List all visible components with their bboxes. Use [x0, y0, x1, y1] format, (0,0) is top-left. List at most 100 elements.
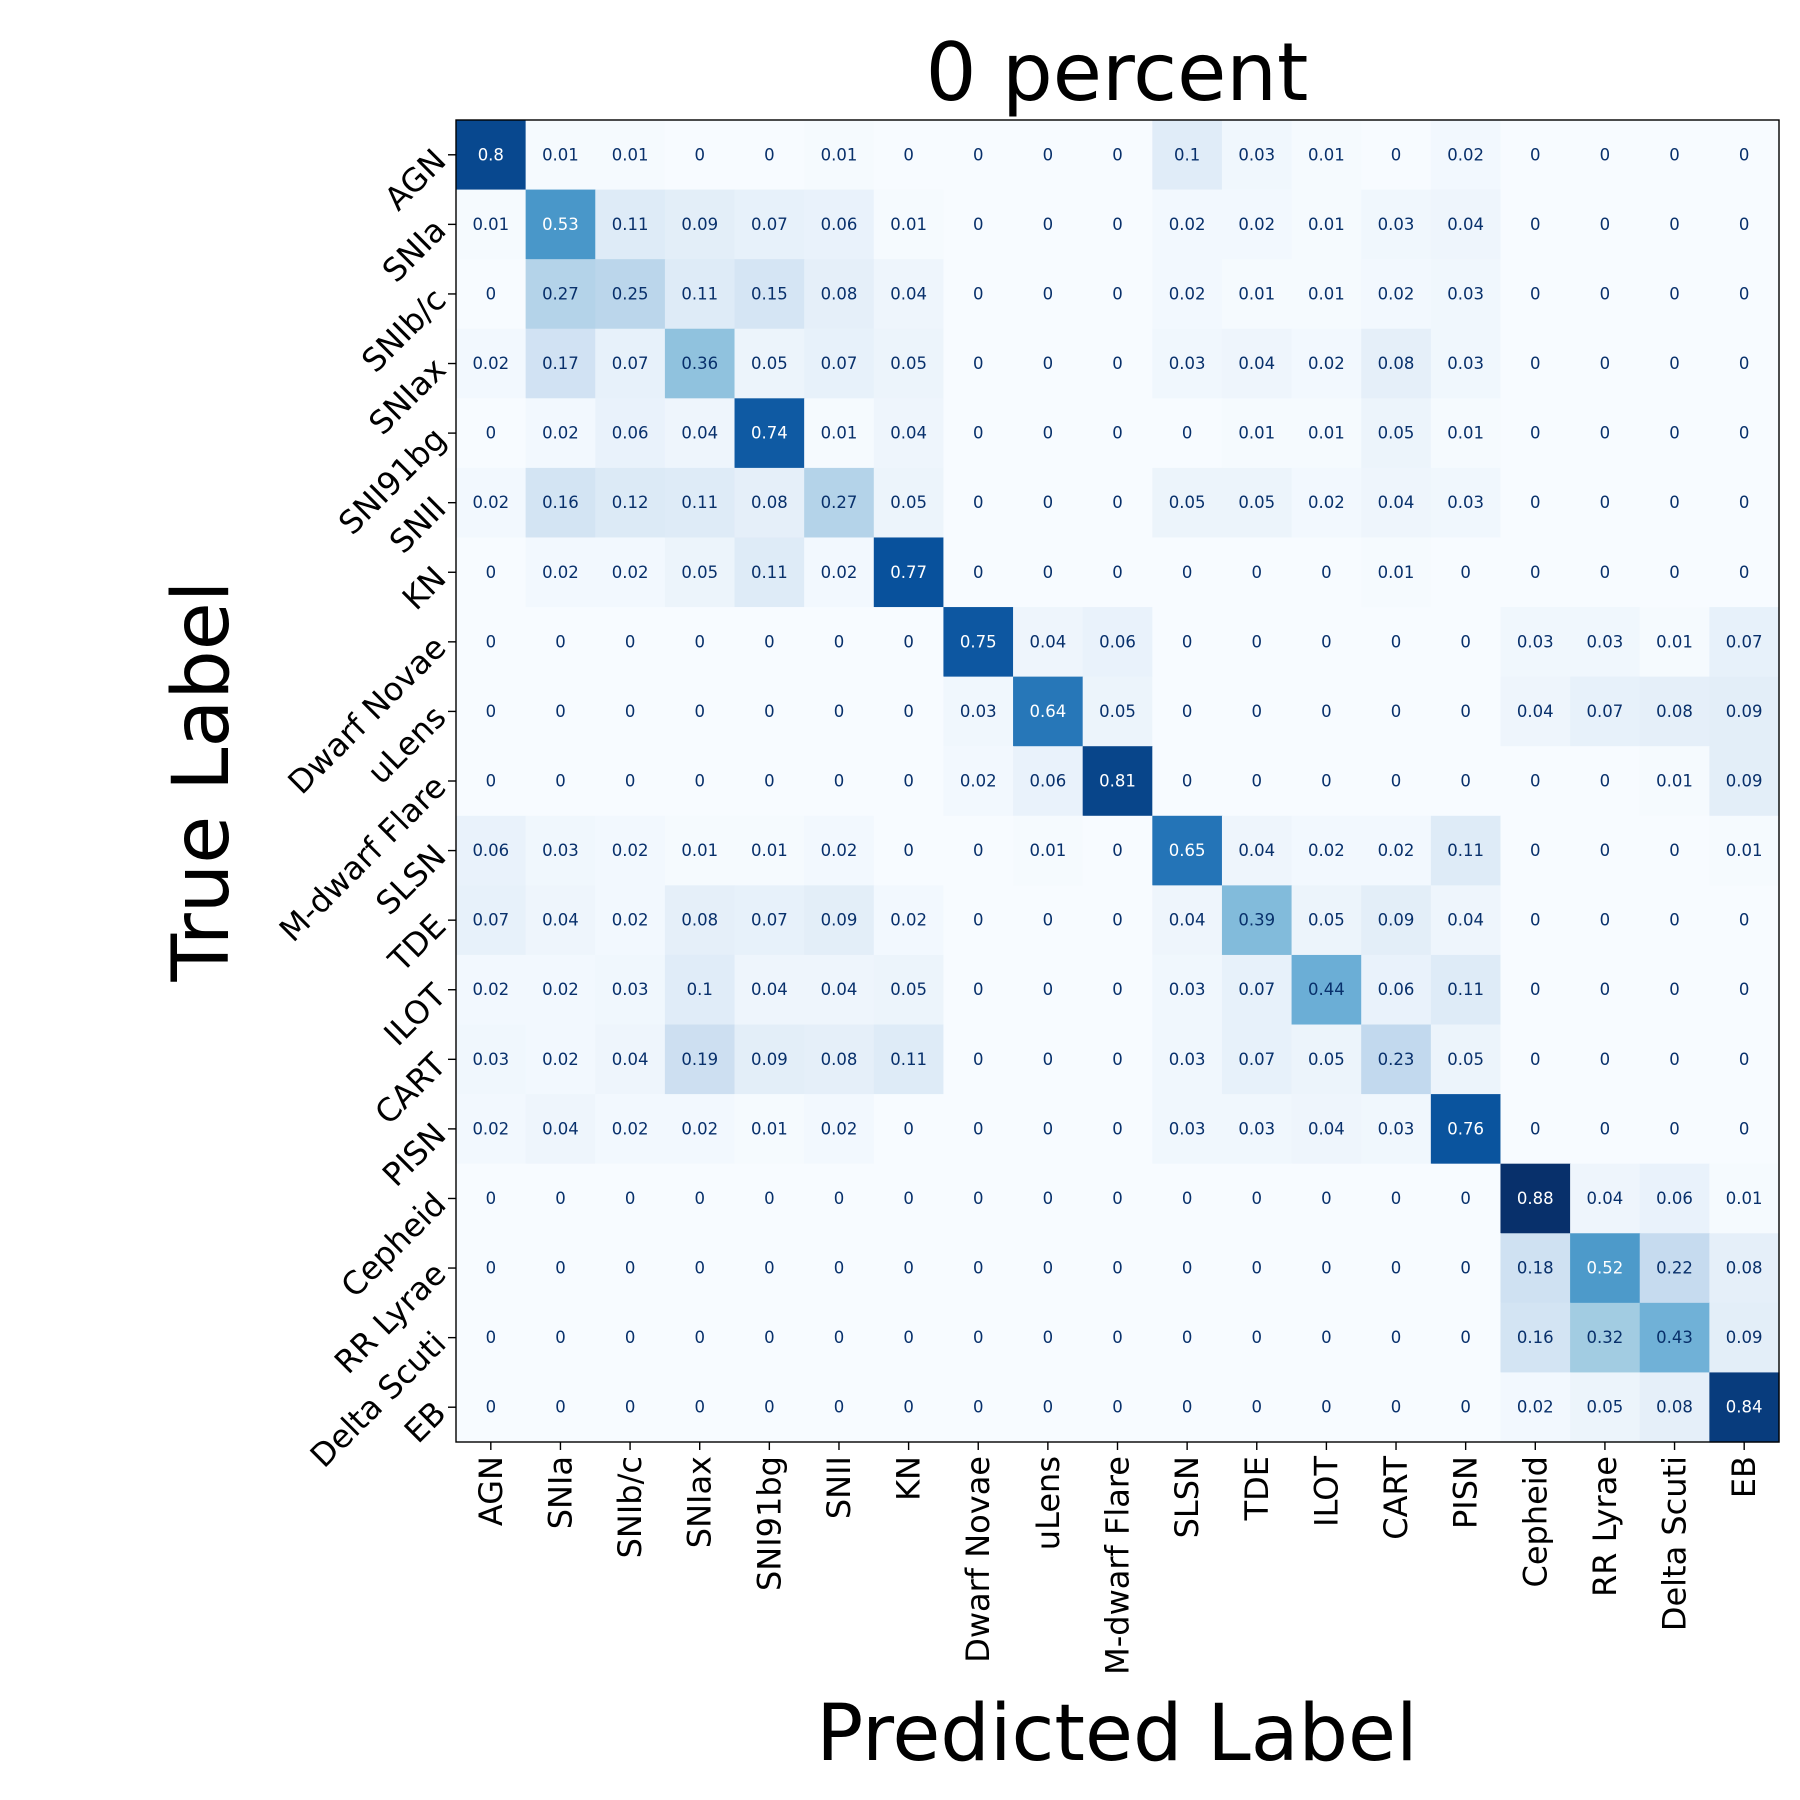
cell-value-label: 0	[973, 424, 984, 443]
heatmap-cell	[1709, 607, 1780, 678]
heatmap-cell	[1013, 1233, 1084, 1304]
heatmap-cell	[1361, 607, 1432, 678]
heatmap-cell	[804, 1024, 875, 1095]
cell-value-label: 0	[1669, 980, 1680, 999]
heatmap-cell	[525, 259, 596, 330]
cell-value-label: 0	[764, 702, 775, 721]
cell-value-label: 0.03	[1169, 354, 1206, 373]
cell-value-label: 0.04	[1308, 1119, 1345, 1138]
cell-value-label: 0	[903, 1398, 914, 1417]
cell-value-label: 0	[973, 1398, 984, 1417]
heatmap-cell	[1570, 120, 1641, 191]
heatmap-cell	[804, 537, 875, 608]
cell-value-label: 0	[973, 911, 984, 930]
heatmap-cell	[1082, 1233, 1153, 1304]
cell-value-label: 0	[764, 1398, 775, 1417]
heatmap-cell	[1570, 1094, 1641, 1165]
heatmap-cell	[873, 746, 945, 817]
heatmap-cell	[943, 676, 1014, 747]
cell-value-label: 0	[1530, 493, 1541, 512]
heatmap-cell	[943, 537, 1014, 608]
cell-value-label: 0	[1043, 911, 1054, 930]
cell-value-label: 0	[1112, 1398, 1123, 1417]
cell-value-label: 0.11	[751, 563, 788, 582]
cell-value-label: 0	[1321, 1328, 1332, 1347]
heatmap-cell	[1082, 1163, 1153, 1234]
x-tick-label: SNI91bg	[750, 1456, 788, 1591]
cell-value-label: 0.05	[890, 980, 927, 999]
heatmap-cell	[456, 1094, 527, 1165]
heatmap-cell	[1291, 1302, 1362, 1374]
cell-value-label: 0.01	[1308, 424, 1345, 443]
cell-value-label: 0.15	[751, 284, 788, 303]
heatmap-cell	[1639, 954, 1710, 1026]
cell-value-label: 0	[1043, 1050, 1054, 1069]
heatmap-cell	[1500, 746, 1571, 817]
heatmap-cell	[525, 885, 596, 956]
cell-value-label: 0	[486, 1398, 497, 1417]
heatmap-cell	[664, 746, 736, 817]
heatmap-cell	[1361, 815, 1432, 886]
cell-value-label: 0.02	[1238, 215, 1275, 234]
cell-value-label: 0.02	[821, 841, 858, 860]
cell-value-label: 0	[625, 1398, 636, 1417]
heatmap-cell	[734, 746, 805, 817]
cell-value-label: 0.05	[1378, 424, 1415, 443]
cell-value-label: 0.36	[681, 354, 718, 373]
cell-value-label: 0	[1252, 1398, 1263, 1417]
cell-value-label: 0.03	[1447, 354, 1484, 373]
heatmap-cell	[595, 885, 666, 956]
heatmap-cell	[595, 1024, 666, 1095]
heatmap-cell	[1082, 328, 1153, 399]
heatmap-cell	[1082, 259, 1153, 330]
heatmap-cell	[1639, 1163, 1710, 1234]
heatmap-cell	[1013, 189, 1084, 260]
heatmap-cell	[1291, 1163, 1362, 1234]
cell-value-label: 0.02	[1447, 145, 1484, 164]
cell-value-label: 0	[1112, 424, 1123, 443]
cell-value-label: 0	[1600, 284, 1611, 303]
cell-value-label: 0.04	[1447, 215, 1484, 234]
heatmap-cell	[1430, 1372, 1502, 1443]
cell-value-label: 0.07	[472, 911, 509, 930]
heatmap-cell	[943, 259, 1014, 330]
cell-value-label: 0.07	[1587, 702, 1624, 721]
heatmap-cell	[1152, 467, 1223, 539]
heatmap-cell	[734, 954, 805, 1026]
cell-value-label: 0	[1460, 1328, 1471, 1347]
cell-value-label: 0.11	[1447, 841, 1484, 860]
heatmap-cell	[873, 954, 945, 1026]
cell-value-label: 0.02	[1378, 284, 1415, 303]
heatmap-cell	[595, 607, 666, 678]
heatmap-cell	[595, 1094, 666, 1165]
heatmap-cell	[1570, 259, 1641, 330]
heatmap-cell	[1291, 954, 1362, 1026]
cell-value-label: 0	[1530, 284, 1541, 303]
heatmap-cell	[1639, 259, 1710, 330]
heatmap-cell	[1709, 120, 1780, 191]
heatmap-cell	[1291, 259, 1362, 330]
cell-value-label: 0.07	[1238, 1050, 1275, 1069]
x-tick-label: TDE	[1238, 1456, 1276, 1521]
heatmap-cell	[1013, 467, 1084, 539]
heatmap-cell	[1570, 885, 1641, 956]
heatmap-cell	[664, 676, 736, 747]
heatmap-cell	[1709, 1163, 1780, 1234]
cell-value-label: 0.03	[1517, 632, 1554, 651]
cell-value-label: 0	[1739, 145, 1750, 164]
cell-value-label: 0	[486, 1328, 497, 1347]
cell-value-label: 0.02	[1308, 841, 1345, 860]
cell-value-label: 0.03	[1169, 1119, 1206, 1138]
cell-value-label: 0	[1321, 1398, 1332, 1417]
cell-value-label: 0	[903, 1259, 914, 1278]
heatmap-cell	[1500, 537, 1571, 608]
heatmap-cell	[1430, 398, 1502, 469]
heatmap-cell	[1221, 1024, 1293, 1095]
heatmap-cell	[1082, 467, 1153, 539]
heatmap-cell	[1570, 398, 1641, 469]
heatmap-cell	[1361, 189, 1432, 260]
heatmap-cell	[804, 398, 875, 469]
heatmap-cell	[1152, 885, 1223, 956]
cell-value-label: 0	[1043, 493, 1054, 512]
heatmap-cell	[1013, 1024, 1084, 1095]
